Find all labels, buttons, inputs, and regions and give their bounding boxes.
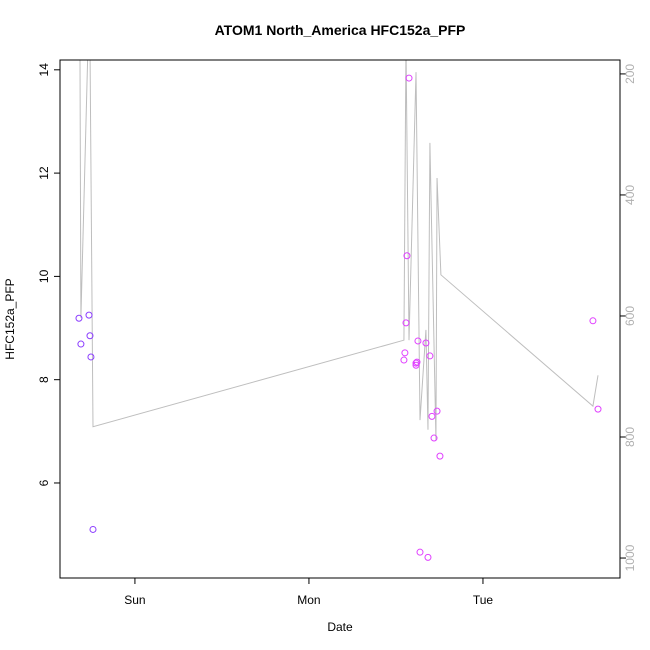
data-point xyxy=(413,358,421,366)
data-point xyxy=(426,352,434,360)
data-point xyxy=(416,548,424,556)
data-point xyxy=(422,339,430,347)
data-point xyxy=(424,553,432,561)
data-point xyxy=(401,349,409,357)
y-tick-label: 6 xyxy=(37,479,51,486)
data-point xyxy=(433,407,441,415)
data-point xyxy=(412,361,420,369)
axes: 6 8 10 12 14 200 400 600 800 1000 Sun Mon Tue xyxy=(37,63,637,607)
x-tick-label: Tue xyxy=(473,593,494,607)
x-tick-label: Sun xyxy=(124,593,145,607)
x-tick-label: Mon xyxy=(297,593,320,607)
y-tick-label: 10 xyxy=(37,269,51,283)
data-point xyxy=(405,74,413,82)
points-layer xyxy=(75,74,602,561)
y2-tick-label: 800 xyxy=(623,427,637,447)
data-point xyxy=(86,332,94,340)
data-point xyxy=(402,319,410,327)
y2-tick-label: 1000 xyxy=(623,544,637,571)
y2-tick-label: 200 xyxy=(623,64,637,84)
data-point xyxy=(75,314,83,322)
data-point xyxy=(89,525,97,533)
y-tick-label: 14 xyxy=(37,63,51,77)
data-point xyxy=(594,405,602,413)
data-point xyxy=(430,434,438,442)
series-line xyxy=(79,60,599,441)
plot-frame xyxy=(59,59,621,579)
data-point xyxy=(400,356,408,364)
data-point xyxy=(77,340,85,348)
data-point xyxy=(403,252,411,260)
data-point xyxy=(436,452,444,460)
x-axis-label: Date xyxy=(327,620,353,634)
y2-tick-label: 600 xyxy=(623,306,637,326)
data-point xyxy=(85,311,93,319)
chart-title: ATOM1 North_America HFC152a_PFP xyxy=(215,22,466,38)
series-line-layer xyxy=(79,60,599,441)
data-point xyxy=(414,337,422,345)
y2-tick-label: 400 xyxy=(623,185,637,205)
y-tick-label: 12 xyxy=(37,166,51,180)
y-axis-label: HFC152a_PFP xyxy=(3,278,17,359)
data-point xyxy=(428,412,436,420)
data-point xyxy=(412,359,420,367)
data-point xyxy=(589,317,597,325)
y-tick-label: 8 xyxy=(37,376,51,383)
data-point xyxy=(87,353,95,361)
